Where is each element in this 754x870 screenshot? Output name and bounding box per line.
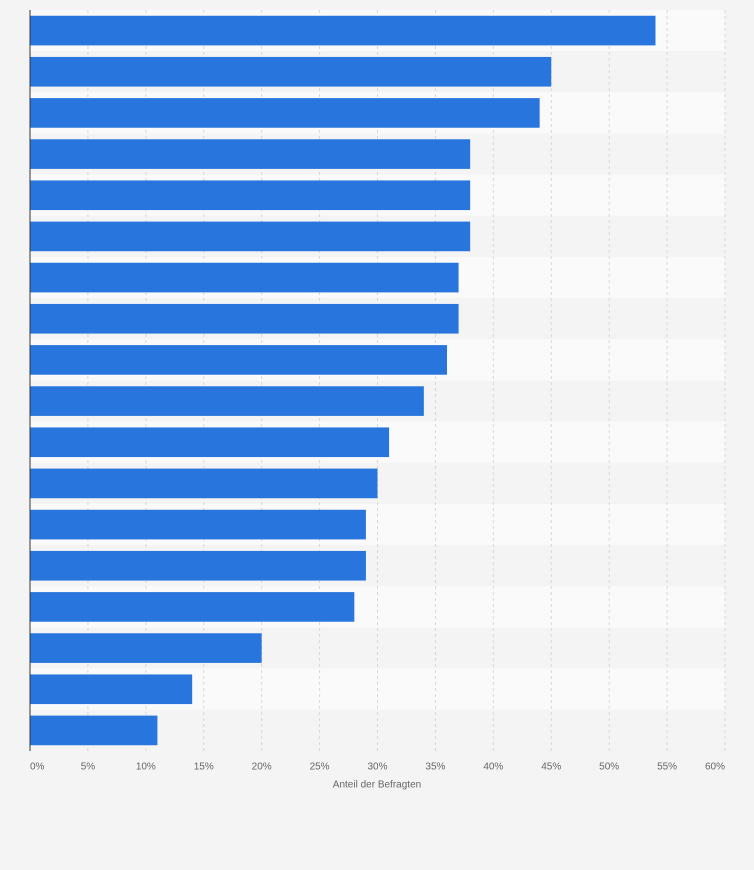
x-tick-label: 60% (705, 762, 725, 773)
x-tick-label: 35% (425, 762, 445, 773)
bar (30, 715, 158, 746)
bar (30, 139, 471, 169)
x-tick-label: 25% (310, 762, 330, 773)
bar (30, 509, 366, 540)
bar (30, 468, 378, 499)
bar (30, 15, 656, 46)
x-tick-label: 45% (541, 762, 561, 773)
bar (30, 345, 447, 375)
x-tick-label: 15% (194, 762, 214, 773)
x-tick-label: 5% (81, 762, 96, 773)
x-axis-label: Anteil der Befragten (333, 780, 421, 791)
bar (30, 592, 355, 622)
x-tick-label: 10% (136, 762, 156, 773)
x-tick-label: 30% (367, 762, 387, 773)
x-tick-label: 40% (483, 762, 503, 773)
bar (30, 56, 552, 87)
x-tick-label: 20% (252, 762, 272, 773)
x-tick-label: 0% (30, 762, 45, 773)
bar (30, 427, 390, 458)
bar (30, 633, 262, 663)
bar (30, 262, 459, 293)
bar (30, 221, 471, 252)
bar (30, 303, 459, 334)
bar (30, 98, 540, 128)
x-tick-label: 55% (657, 762, 677, 773)
bar (30, 674, 193, 705)
bar (30, 180, 471, 211)
bar (30, 550, 366, 581)
bar (30, 386, 424, 416)
x-tick-label: 50% (599, 762, 619, 773)
